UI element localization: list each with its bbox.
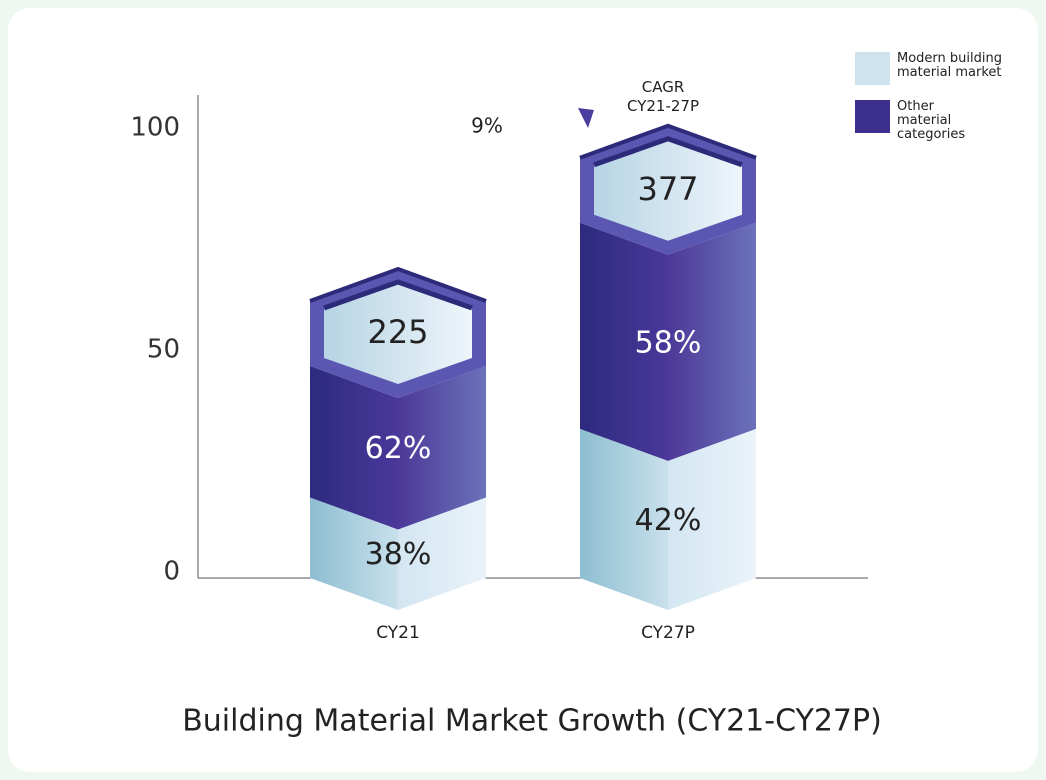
cagr-value: 9%: [471, 114, 503, 138]
left-face: [580, 222, 668, 461]
right-face: [668, 222, 756, 461]
bar-segment: [580, 222, 756, 461]
cap-inner: [324, 282, 472, 385]
left-face: [310, 497, 398, 610]
chart-title: Building Material Market Growth (CY21-CY…: [182, 704, 882, 739]
right-face: [398, 497, 486, 610]
bar-segment: [310, 497, 486, 610]
legend-label: Modern building material market: [897, 51, 1002, 80]
bar-segment: [580, 428, 756, 610]
bar-segment: [310, 366, 486, 530]
left-face: [580, 428, 668, 610]
total-label: 377: [637, 170, 698, 208]
right-face: [398, 366, 486, 530]
left-face: [310, 366, 398, 530]
cap-edge: [309, 266, 487, 303]
y-tick-label: 0: [163, 557, 180, 587]
legend-swatch: [855, 52, 890, 85]
data-label: 62%: [365, 431, 432, 466]
x-tick-label: CY21: [376, 623, 420, 643]
cagr-label: CAGR CY21-27P: [626, 78, 699, 115]
cap-inner-edge: [323, 279, 473, 311]
data-label: 58%: [635, 325, 702, 360]
arrow: [578, 108, 594, 128]
legend-label: Other material categories: [897, 99, 966, 142]
cap-inner-edge: [593, 136, 743, 168]
cap-edge: [579, 123, 757, 160]
data-label: 38%: [365, 537, 432, 572]
total-label: 225: [367, 313, 428, 351]
cap-inner: [594, 138, 742, 241]
legend-swatch: [855, 100, 890, 133]
card: [8, 8, 1038, 772]
data-label: 42%: [635, 503, 702, 538]
y-tick-label: 50: [147, 335, 180, 365]
x-tick-label: CY27P: [641, 623, 695, 643]
y-tick-label: 100: [130, 113, 180, 143]
right-face: [668, 428, 756, 610]
